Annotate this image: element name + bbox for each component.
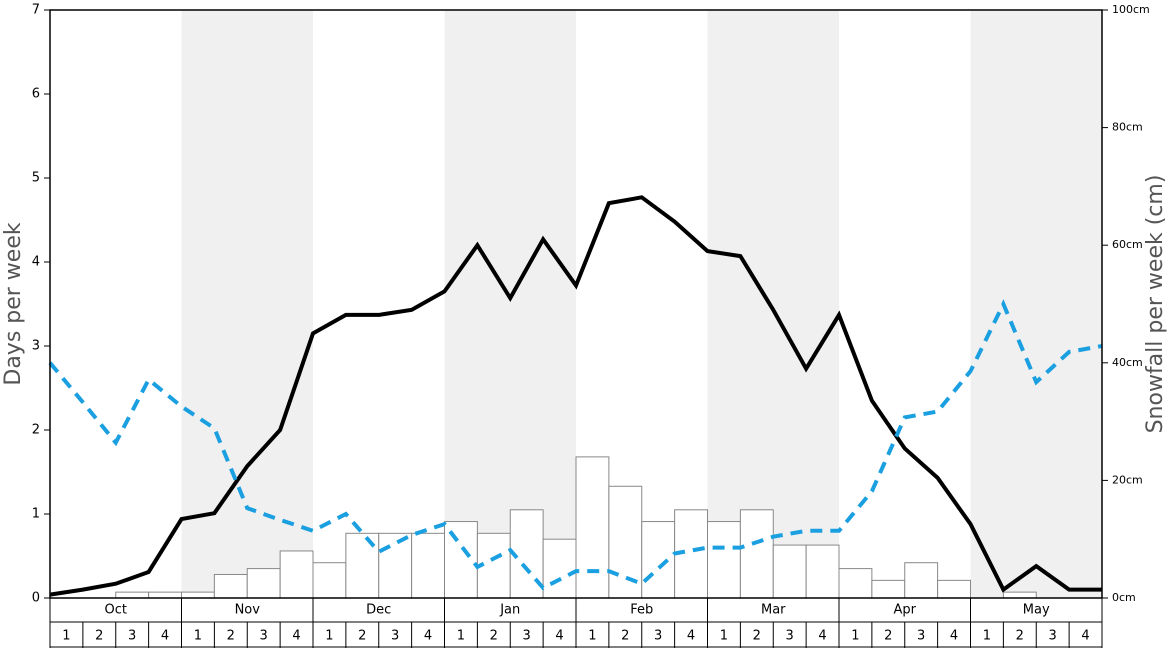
line-series	[48, 299, 1103, 591]
y-tick-label: 2	[32, 423, 40, 438]
bar	[181, 591, 215, 599]
month-label: May	[1023, 603, 1050, 618]
week-label: 3	[1049, 629, 1057, 644]
bar	[641, 521, 676, 599]
week-label: 4	[1081, 629, 1089, 644]
week-label: 4	[292, 629, 300, 644]
line-series	[49, 195, 1102, 597]
y-tick-label: 5	[32, 171, 40, 186]
week-label: 3	[128, 629, 136, 644]
week-label: 3	[917, 629, 925, 644]
bar	[378, 532, 413, 599]
week-label: 4	[555, 629, 563, 644]
bar	[345, 532, 380, 599]
y-tick-label: 4	[32, 255, 40, 270]
y-tick-label: 3	[32, 339, 40, 354]
bar	[772, 544, 807, 599]
bar	[838, 568, 873, 599]
bar	[608, 485, 643, 599]
bar	[575, 456, 610, 599]
bar	[246, 568, 281, 599]
week-label: 3	[654, 629, 662, 644]
bar	[1002, 591, 1037, 599]
week-label: 2	[753, 629, 761, 644]
week-label: 3	[260, 629, 268, 644]
month-label: Feb	[630, 603, 653, 618]
week-label: 1	[194, 629, 202, 644]
week-label: 2	[1016, 629, 1024, 644]
month-label: Nov	[235, 603, 261, 618]
bar	[148, 591, 182, 599]
week-label: 2	[358, 629, 366, 644]
week-label: 1	[325, 629, 333, 644]
bar	[312, 562, 347, 599]
week-label: 2	[95, 629, 103, 644]
month-label: Dec	[366, 603, 391, 618]
month-band	[181, 10, 313, 598]
week-label: 1	[851, 629, 859, 644]
y2-tick-label: 40cm	[1112, 356, 1143, 369]
y2-tick-label: 0cm	[1112, 591, 1136, 604]
y-tick-label: 1	[32, 507, 40, 522]
bar	[279, 550, 314, 599]
week-label: 3	[391, 629, 399, 644]
week-label: 4	[161, 629, 169, 644]
y-axis-label: Days per week	[1, 222, 26, 385]
bar	[871, 579, 906, 599]
week-label: 1	[62, 629, 70, 644]
y-tick-label: 6	[32, 87, 40, 102]
week-label: 1	[588, 629, 596, 644]
background	[181, 10, 1102, 598]
y-tick-label: 7	[32, 3, 40, 18]
y2-axis-label: Snowfall per week (cm)	[1143, 175, 1168, 434]
month-label: Jan	[499, 603, 520, 618]
week-label: 2	[227, 629, 235, 644]
week-label: 1	[983, 629, 991, 644]
bar	[904, 562, 939, 599]
week-label: 1	[457, 629, 465, 644]
bar	[115, 591, 150, 599]
week-label: 2	[490, 629, 498, 644]
y-tick-label: 0	[32, 591, 40, 606]
month-band	[970, 10, 1102, 598]
week-label: 2	[884, 629, 892, 644]
y2-tick-label: 20cm	[1112, 473, 1143, 486]
week-label: 1	[720, 629, 728, 644]
bar	[937, 579, 971, 599]
y2-tick-label: 80cm	[1112, 121, 1143, 134]
month-label: Apr	[894, 603, 917, 618]
bar	[739, 509, 774, 599]
y2-tick-label: 60cm	[1112, 238, 1143, 251]
bar	[411, 532, 445, 599]
bar	[707, 521, 741, 599]
month-label: Mar	[761, 603, 786, 618]
week-label: 4	[818, 629, 826, 644]
month-band	[707, 10, 839, 598]
week-label: 4	[424, 629, 432, 644]
week-label: 3	[523, 629, 531, 644]
y2-tick-label: 100cm	[1112, 3, 1150, 16]
month-label: Oct	[105, 603, 127, 618]
week-label: 4	[950, 629, 958, 644]
bar	[542, 538, 577, 599]
week-label: 4	[687, 629, 695, 644]
bar	[213, 573, 248, 599]
week-label: 3	[786, 629, 794, 644]
month-band	[444, 10, 576, 598]
week-label: 2	[621, 629, 629, 644]
bar	[805, 544, 840, 599]
